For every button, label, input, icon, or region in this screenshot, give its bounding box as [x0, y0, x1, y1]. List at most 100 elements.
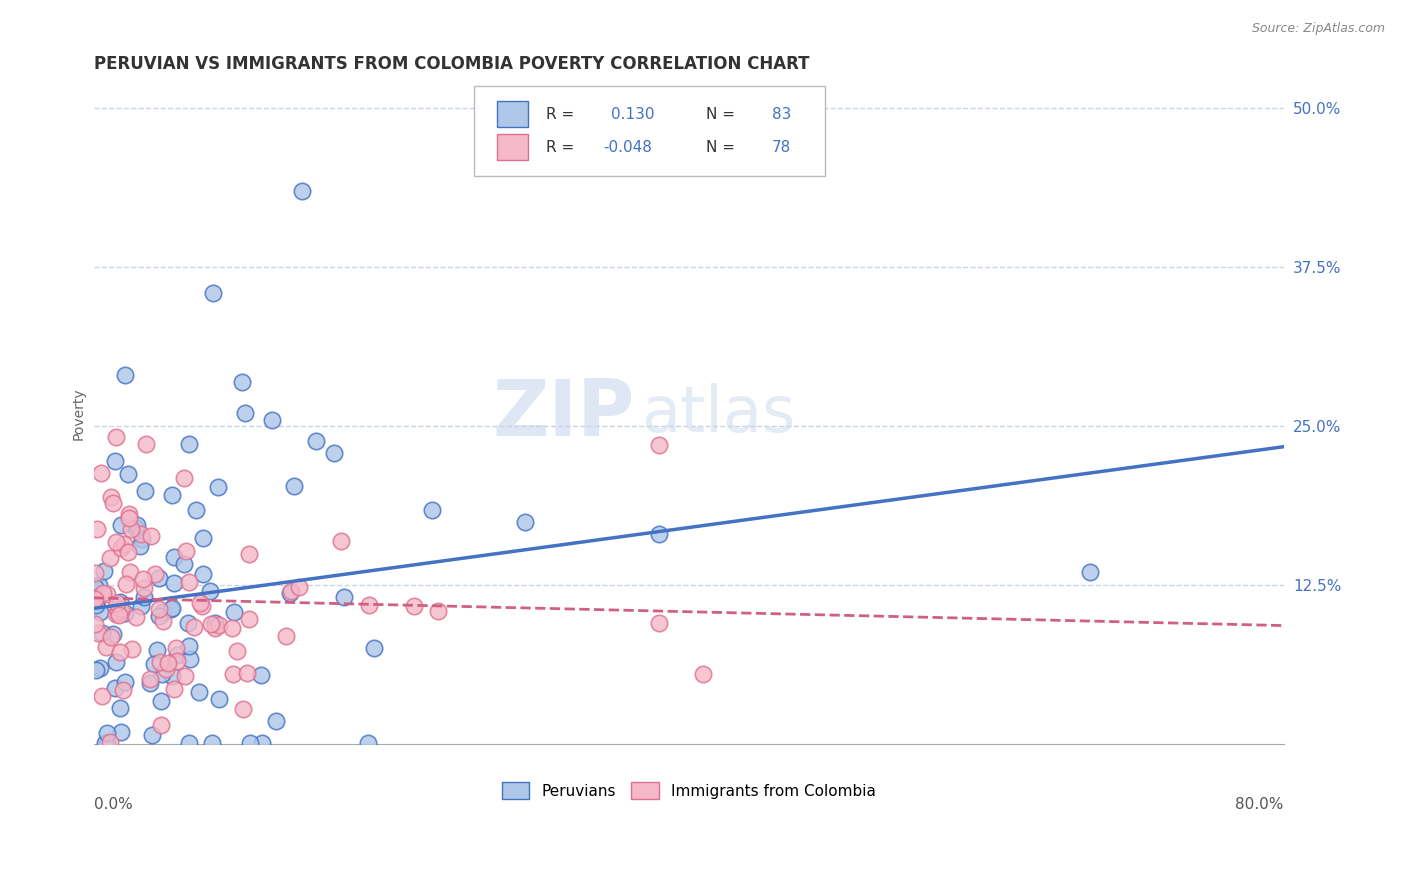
FancyBboxPatch shape — [496, 134, 527, 161]
Point — [84, 598, 107, 612]
Point — [513, 515, 536, 529]
Point — [104, 681, 127, 695]
Point — [129, 599, 152, 614]
Point — [142, 657, 165, 671]
Point — [166, 648, 188, 662]
Point — [235, 666, 257, 681]
Point — [323, 446, 346, 460]
Point — [201, 285, 224, 300]
Point — [152, 605, 174, 619]
Point — [98, 551, 121, 566]
Point — [177, 639, 200, 653]
Point — [173, 471, 195, 485]
Point — [134, 581, 156, 595]
Text: 80.0%: 80.0% — [1236, 797, 1284, 813]
Point — [204, 615, 226, 630]
Point — [183, 620, 205, 634]
Text: R =: R = — [546, 107, 574, 121]
Point — [160, 602, 183, 616]
Point — [110, 602, 132, 616]
Point — [87, 626, 110, 640]
Point — [288, 580, 311, 594]
Text: 83: 83 — [772, 107, 792, 121]
Point — [139, 528, 162, 542]
Point — [103, 626, 125, 640]
Point — [204, 621, 226, 635]
Point — [104, 430, 127, 444]
Point — [426, 604, 449, 618]
Point — [110, 724, 132, 739]
Point — [98, 735, 121, 749]
Point — [238, 547, 260, 561]
Point — [139, 676, 162, 690]
Point — [177, 437, 200, 451]
Point — [91, 586, 114, 600]
Text: N =: N = — [706, 107, 735, 121]
Point — [176, 544, 198, 558]
Point — [114, 368, 136, 382]
Point — [155, 662, 177, 676]
Point — [198, 584, 221, 599]
Point — [238, 612, 260, 626]
Point — [208, 691, 231, 706]
Point — [276, 629, 298, 643]
Point — [363, 640, 385, 655]
Point — [94, 736, 117, 750]
Text: 0.0%: 0.0% — [94, 797, 132, 813]
Point — [173, 669, 195, 683]
Point — [104, 534, 127, 549]
Point — [157, 657, 180, 671]
Point — [188, 685, 211, 699]
Point — [420, 503, 443, 517]
Point — [184, 503, 207, 517]
Point — [692, 667, 714, 681]
Point — [166, 654, 188, 668]
Point — [163, 576, 186, 591]
Point — [191, 567, 214, 582]
Point — [226, 644, 249, 658]
Point — [239, 736, 262, 750]
Point — [250, 736, 273, 750]
Point — [179, 736, 201, 750]
Point — [150, 718, 173, 732]
Point — [135, 437, 157, 451]
Point — [233, 406, 256, 420]
Point — [200, 617, 222, 632]
Point — [138, 672, 160, 686]
Point — [117, 544, 139, 558]
Point — [148, 571, 170, 585]
Point — [160, 488, 183, 502]
Text: Source: ZipAtlas.com: Source: ZipAtlas.com — [1251, 22, 1385, 36]
Point — [134, 484, 156, 499]
Point — [96, 640, 118, 654]
Text: -0.048: -0.048 — [603, 140, 652, 154]
Point — [143, 567, 166, 582]
Point — [110, 541, 132, 555]
Point — [117, 467, 139, 482]
Point — [231, 375, 253, 389]
Point — [114, 675, 136, 690]
Text: ZIP: ZIP — [492, 376, 636, 451]
Point — [402, 599, 425, 613]
Point — [108, 701, 131, 715]
Point — [90, 690, 112, 704]
Point — [163, 682, 186, 697]
Point — [191, 599, 214, 613]
Point — [250, 668, 273, 682]
Legend: Peruvians, Immigrants from Colombia: Peruvians, Immigrants from Colombia — [502, 781, 876, 799]
Point — [110, 518, 132, 533]
Point — [84, 663, 107, 677]
Point — [100, 630, 122, 644]
Point — [104, 655, 127, 669]
Text: 78: 78 — [772, 140, 792, 154]
Point — [145, 643, 167, 657]
Point — [84, 566, 107, 581]
Point — [118, 565, 141, 579]
Point — [148, 609, 170, 624]
Text: R =: R = — [546, 140, 574, 154]
Point — [333, 590, 356, 604]
Point — [84, 591, 107, 606]
Point — [232, 702, 254, 716]
Point — [115, 577, 138, 591]
Point — [262, 413, 284, 427]
